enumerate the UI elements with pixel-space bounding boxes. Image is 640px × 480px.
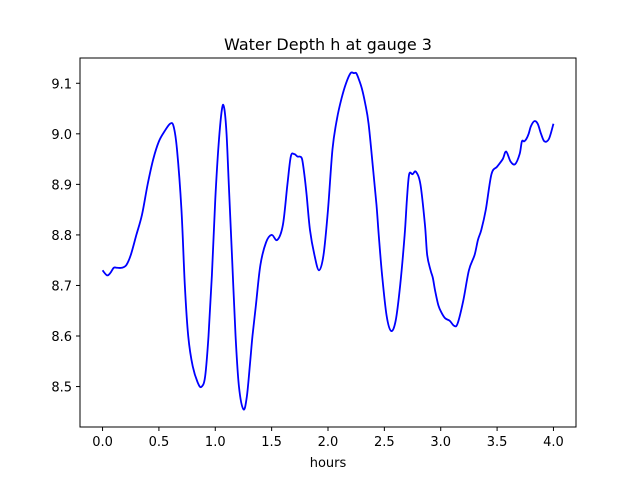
x-tick-label: 0.0 [92,435,113,450]
y-tick-label: 8.7 [51,279,72,294]
y-tick-label: 8.8 [51,229,72,244]
series-line-0 [101,71,555,411]
y-axis-ticks: 8.5 8.6 8.7 8.8 8.9 9.0 9.1 [51,77,80,396]
x-tick-label: 3.5 [487,435,508,450]
y-tick-label: 9.0 [51,128,72,143]
x-tick-label: 2.5 [374,435,395,450]
y-tick-label: 8.5 [51,381,72,396]
y-tick-label: 9.1 [51,77,72,92]
x-tick-label: 0.5 [149,435,170,450]
x-axis-ticks: 0.0 0.5 1.0 1.5 2.0 2.5 3.0 3.5 4.0 [92,427,564,450]
x-tick-label: 4.0 [543,435,564,450]
x-tick-label: 3.0 [430,435,451,450]
x-tick-label: 1.5 [261,435,282,450]
series-layer [101,71,555,411]
chart-title: Water Depth h at gauge 3 [224,35,432,54]
x-axis-label: hours [310,456,347,471]
x-tick-label: 1.0 [205,435,226,450]
y-tick-label: 8.6 [51,330,72,345]
y-tick-label: 8.9 [51,178,72,193]
x-tick-label: 2.0 [318,435,339,450]
